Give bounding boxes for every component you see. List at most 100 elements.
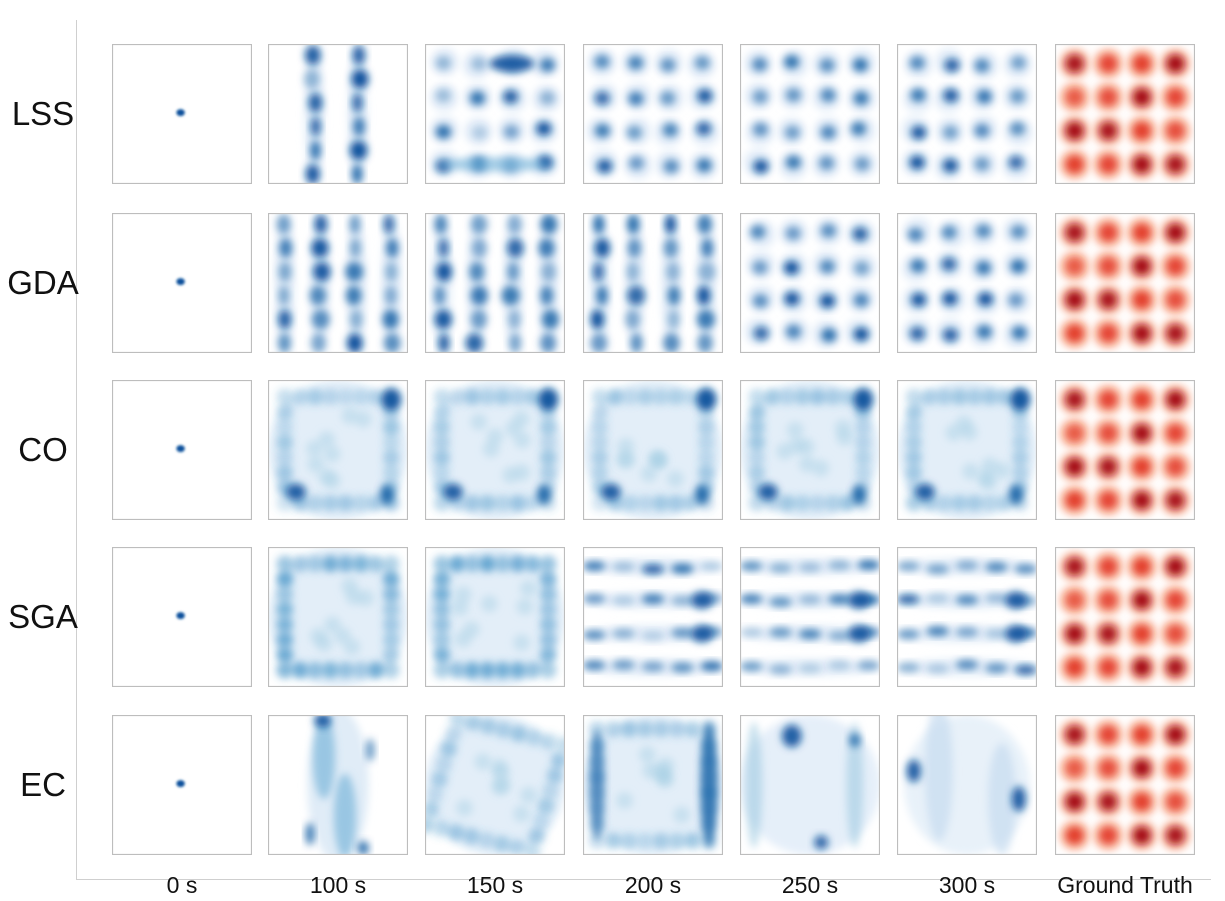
- density-mode: [626, 125, 643, 140]
- density-ring: [276, 434, 294, 451]
- density-band: [666, 262, 680, 282]
- density-mode: [906, 759, 921, 783]
- density-mode: [502, 89, 519, 104]
- density-band: [1014, 665, 1037, 675]
- density-ring: [951, 494, 968, 512]
- density-ring: [276, 494, 294, 512]
- ground-truth-mode: [1166, 324, 1185, 343]
- density-band: [345, 262, 364, 282]
- density-band-halo: [503, 213, 523, 353]
- density-ring: [352, 388, 370, 406]
- density-band: [798, 562, 822, 573]
- density-ring: [591, 494, 609, 512]
- ground-truth-mode: [1099, 390, 1118, 409]
- ground-truth-mode: [1065, 88, 1084, 107]
- density-ring: [748, 388, 766, 406]
- density-band: [926, 663, 949, 674]
- heatmap-panel-co-5: [897, 380, 1037, 520]
- density-mode: [976, 324, 992, 339]
- density-ring: [537, 797, 555, 815]
- heatmap-panel-sga-4: [740, 547, 880, 687]
- density-mode: [1008, 155, 1024, 170]
- density-ring: [524, 555, 542, 573]
- density-patch: [798, 455, 816, 473]
- density-ring: [652, 388, 669, 406]
- density-band: [671, 595, 694, 606]
- density-ring: [425, 816, 435, 834]
- density-ring: [433, 403, 451, 421]
- density-band: [740, 594, 763, 604]
- ground-truth-mode: [1099, 759, 1118, 778]
- density-mode: [1008, 293, 1024, 308]
- density-band: [383, 214, 395, 234]
- density-mode: [784, 54, 800, 69]
- density-band: [382, 309, 399, 330]
- ground-truth-mode: [1166, 54, 1185, 73]
- density-mode: [853, 293, 869, 308]
- density-mode: [536, 121, 552, 136]
- density-ring: [433, 494, 451, 512]
- density-band: [663, 333, 680, 353]
- ground-truth-mode: [1099, 457, 1118, 476]
- density-band: [308, 93, 323, 113]
- density-ring: [591, 434, 609, 451]
- density-patch: [334, 627, 351, 645]
- density-ring: [276, 601, 294, 618]
- density-patch: [513, 431, 531, 449]
- ground-truth-mode: [1065, 591, 1084, 610]
- ground-truth-mode: [1065, 121, 1084, 140]
- row-label: CO: [18, 431, 68, 468]
- density-band-halo: [304, 44, 324, 184]
- ground-truth-mode: [1132, 290, 1151, 309]
- density-patch: [470, 413, 488, 431]
- density-ring: [509, 661, 527, 679]
- density-mode: [944, 58, 960, 73]
- heatmap-panel-co-6: [1055, 380, 1195, 520]
- density-band: [314, 214, 328, 234]
- density-patch: [491, 778, 509, 796]
- density-ring: [539, 661, 557, 679]
- density-band: [438, 333, 450, 353]
- density-patch: [638, 746, 656, 763]
- density-mode: [974, 123, 990, 138]
- density-band: [305, 164, 320, 184]
- density-band: [351, 164, 363, 184]
- density-patch: [812, 459, 830, 477]
- heatmap-panel-lss-5: [897, 44, 1037, 184]
- density-band: [745, 722, 763, 848]
- density-mode: [503, 124, 520, 139]
- ground-truth-mode: [1132, 725, 1151, 744]
- density-ring: [440, 740, 458, 758]
- density-ring: [854, 449, 872, 466]
- density-ring: [539, 570, 557, 588]
- density-band: [385, 262, 398, 282]
- density-mode: [366, 738, 375, 762]
- density-mode: [910, 292, 927, 307]
- ground-truth-mode: [1132, 759, 1151, 778]
- density-band: [311, 238, 329, 258]
- density-mode: [660, 58, 676, 73]
- heatmap-panel-lss-4: [740, 44, 880, 184]
- ground-truth-mode: [1099, 424, 1118, 443]
- density-ring: [637, 388, 654, 406]
- density-mode: [853, 327, 869, 342]
- density-ring: [382, 555, 400, 573]
- density-ring: [604, 720, 622, 738]
- heatmap-panel-gda-3: [583, 213, 723, 353]
- density-band: [276, 214, 291, 234]
- density-mode: [907, 227, 924, 242]
- density-ring: [382, 661, 400, 679]
- density-ring: [524, 494, 542, 512]
- density-band: [641, 661, 665, 672]
- ground-truth-mode: [1132, 88, 1151, 107]
- density-ring: [306, 555, 324, 573]
- density-mode: [847, 625, 871, 643]
- ground-truth-mode: [1166, 792, 1185, 811]
- column-label: 300 s: [938, 872, 996, 898]
- density-ring: [291, 388, 309, 406]
- density-mode: [909, 326, 926, 341]
- density-band: [985, 663, 1008, 674]
- density-ring: [620, 832, 638, 850]
- density-mode: [471, 125, 488, 140]
- density-ring: [591, 388, 609, 406]
